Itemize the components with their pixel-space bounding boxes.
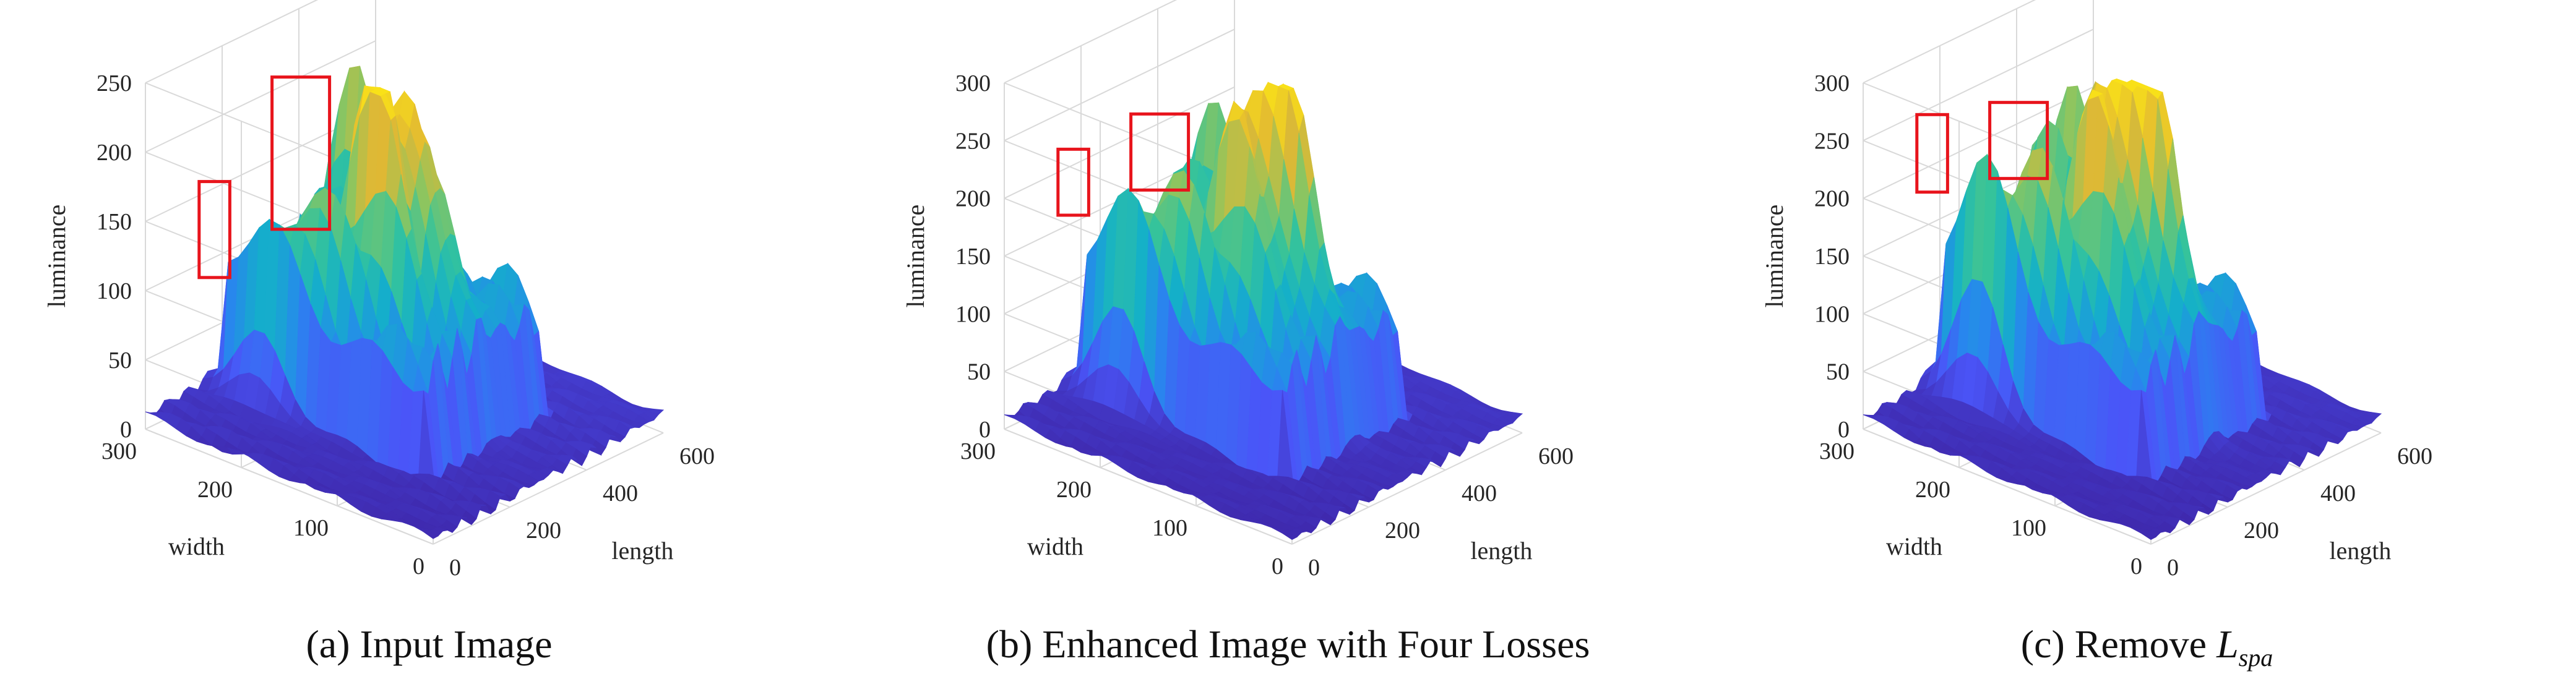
x-tick-label-2: 400 (603, 480, 638, 506)
surface (1863, 78, 2382, 540)
x-tick-label-1: 200 (2244, 518, 2279, 544)
z-axis-label: luminance (1760, 205, 1788, 308)
caption-c-math: Lspa (2216, 622, 2273, 672)
z-tick-label-0: 0 (120, 417, 132, 443)
y-tick-label-0: 0 (1272, 553, 1283, 579)
z-tick-label-4: 200 (97, 140, 132, 166)
grid-line-x-floor-0 (1004, 429, 1293, 545)
surface (145, 66, 665, 539)
surface-chart-a: 05010015020025001002003000200400600lumin… (43, 0, 715, 581)
highlight-box-1 (270, 75, 332, 231)
z-tick-label-5: 250 (1814, 128, 1850, 154)
y-tick-label-2: 200 (197, 477, 233, 503)
caption-c-prefix: (c) Remove (2020, 622, 2217, 666)
caption-a: (a) Input Image (306, 622, 553, 666)
z-tick-label-1: 50 (967, 359, 991, 385)
x-tick-label-3: 600 (679, 443, 715, 469)
z-tick-label-3: 150 (97, 209, 132, 235)
axes: 05010015020025001002003000200400600lumin… (43, 70, 715, 581)
caption-c: (c) Remove Lspa (1718, 621, 2576, 672)
grid-line-back-wall-6 (1863, 0, 2036, 83)
y-axis-label: width (168, 532, 225, 560)
y-tick-label-2: 200 (1056, 477, 1092, 503)
panel-b: 0 50 100 150 200 250 300 0 100 200 300 0 200 400 600 lu… (859, 0, 1717, 700)
highlight-box-0 (197, 180, 231, 280)
y-tick-label-1: 100 (293, 515, 329, 541)
panel-c: 0 50 100 150 200 250 300 0 100 200 300 0 200 400 600 lu… (1718, 0, 2576, 700)
grid-line-y-floor-0 (1291, 432, 1523, 545)
caption-c-math-sub: spa (2238, 643, 2273, 672)
surface-cell-1343 (2139, 532, 2156, 540)
z-axis-label: luminance (43, 205, 71, 308)
x-tick-label-2: 400 (1462, 480, 1497, 506)
grid-line-back-wall-5 (1863, 28, 2094, 142)
z-tick-label-2: 100 (955, 301, 991, 327)
x-tick-label-3: 600 (1538, 443, 1574, 469)
z-axis-label: luminance (902, 205, 929, 308)
x-tick-label-0: 0 (2167, 555, 2179, 581)
grid-line-back-wall-4 (1004, 86, 1235, 199)
grid-line-x-floor-0 (145, 429, 434, 545)
x-axis-label: length (2329, 537, 2391, 565)
grid-line-y-floor-0 (433, 432, 664, 545)
z-tick-label-5: 250 (97, 70, 132, 96)
x-tick-label-1: 200 (1385, 518, 1420, 544)
highlight-boxes (1056, 112, 1191, 217)
y-tick-label-3: 300 (1819, 438, 1854, 464)
highlight-box-1 (1129, 112, 1191, 192)
axes: 05010015020025030001002003000200400600lu… (902, 70, 1574, 581)
grid-line-back-wall-6 (1004, 0, 1178, 83)
x-tick-label-1: 200 (526, 518, 561, 544)
z-tick-label-4: 200 (1814, 186, 1850, 212)
surface-cell-1343 (421, 531, 439, 539)
z-tick-label-4: 200 (955, 186, 991, 212)
z-tick-label-1: 50 (1826, 359, 1850, 385)
highlight-boxes (1915, 101, 2049, 194)
surface-chart-b: 05010015020025030001002003000200400600lu… (902, 0, 1574, 581)
x-tick-label-0: 0 (449, 555, 461, 581)
y-axis-label: width (1027, 532, 1083, 560)
grid-line-x-floor-0 (1863, 429, 2152, 545)
axes: 05010015020025030001002003000200400600lu… (1760, 70, 2432, 581)
caption-b: (b) Enhanced Image with Four Losses (986, 622, 1590, 666)
z-tick-label-3: 150 (1814, 244, 1850, 270)
highlight-box-1 (1988, 101, 2049, 181)
grid-line-back-wall-4 (1863, 86, 2094, 199)
z-tick-label-0: 0 (979, 417, 991, 443)
highlight-box-0 (1056, 147, 1090, 217)
surface-cell-1343 (1280, 532, 1298, 540)
caption-c-math-symbol: L (2216, 622, 2239, 666)
x-tick-label-0: 0 (1308, 555, 1320, 581)
y-tick-label-0: 0 (413, 553, 424, 579)
grid-line-back-wall-5 (145, 0, 319, 83)
y-tick-label-0: 0 (2130, 553, 2142, 579)
grid-line-back-wall-4 (145, 40, 376, 153)
grid-line-back-wall-5 (1004, 28, 1235, 142)
y-tick-label-3: 300 (960, 438, 996, 464)
x-tick-label-3: 600 (2397, 443, 2432, 469)
y-axis-label: width (1886, 532, 1942, 560)
x-axis-label: length (611, 537, 673, 565)
grid-line-y-floor-0 (2150, 432, 2382, 545)
z-tick-label-2: 100 (97, 278, 132, 304)
z-tick-label-6: 300 (955, 70, 991, 96)
z-tick-label-2: 100 (1814, 301, 1850, 327)
y-tick-label-3: 300 (101, 438, 137, 464)
surface (1004, 81, 1523, 540)
highlight-box-0 (1915, 113, 1949, 194)
z-tick-label-3: 150 (955, 244, 991, 270)
z-tick-label-0: 0 (1838, 417, 1850, 443)
y-tick-label-1: 100 (2011, 515, 2046, 541)
z-tick-label-1: 50 (108, 348, 132, 373)
y-tick-label-1: 100 (1152, 515, 1187, 541)
x-tick-label-2: 400 (2320, 480, 2356, 506)
panel-a: 0 50 100 150 200 250 0 100 200 300 0 200 400 600 lumin… (0, 0, 858, 700)
z-tick-label-6: 300 (1814, 70, 1850, 96)
surface-chart-c: 05010015020025030001002003000200400600lu… (1760, 0, 2432, 581)
highlight-boxes (197, 75, 332, 280)
z-tick-label-5: 250 (955, 128, 991, 154)
y-tick-label-2: 200 (1915, 477, 1950, 503)
x-axis-label: length (1470, 537, 1532, 565)
